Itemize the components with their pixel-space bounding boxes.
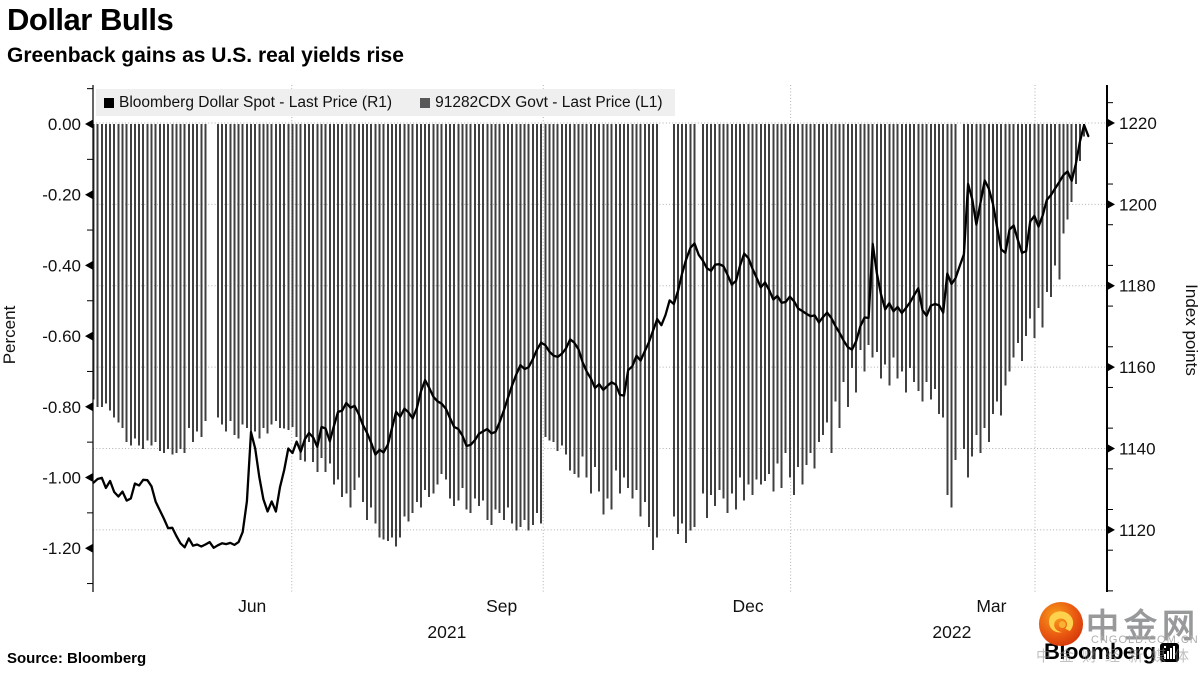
- svg-text:2022: 2022: [932, 622, 971, 642]
- left-axis-title: Percent: [0, 305, 19, 365]
- svg-text:1120: 1120: [1119, 521, 1156, 540]
- svg-text:-0.80: -0.80: [42, 398, 81, 417]
- svg-text:1220: 1220: [1119, 114, 1157, 133]
- svg-text:1180: 1180: [1119, 277, 1156, 296]
- svg-text:-1.20: -1.20: [42, 539, 81, 558]
- svg-text:Sep: Sep: [486, 596, 517, 616]
- svg-text:0.00: 0.00: [48, 115, 81, 134]
- cngold-logo-icon: [1038, 601, 1084, 647]
- legend: Bloomberg Dollar Spot - Last Price (R1) …: [96, 89, 675, 116]
- svg-text:-0.20: -0.20: [42, 186, 81, 205]
- legend-swatch-line-icon: [104, 97, 114, 108]
- svg-text:1200: 1200: [1119, 195, 1157, 214]
- cngold-domain: CNGOLD.COM.CN: [1091, 634, 1199, 646]
- cngold-tagline: 中金财经新媒体: [1036, 648, 1198, 665]
- svg-text:-0.40: -0.40: [42, 256, 81, 275]
- svg-text:Mar: Mar: [976, 596, 1006, 616]
- svg-text:-1.00: -1.00: [42, 469, 81, 488]
- cngold-name: 中金网: [1086, 607, 1200, 644]
- legend-label-govt-yield: 91282CDX Govt - Last Price (L1): [435, 93, 663, 111]
- legend-item-dollar-spot: Bloomberg Dollar Spot - Last Price (R1): [104, 94, 392, 112]
- legend-label-dollar-spot: Bloomberg Dollar Spot - Last Price (R1): [119, 93, 393, 111]
- bloomberg-terminal-icon: [1159, 642, 1179, 662]
- gridlines: [93, 85, 1107, 592]
- svg-text:1160: 1160: [1119, 358, 1156, 377]
- bars-series: [92, 124, 1086, 550]
- svg-text:2021: 2021: [427, 622, 466, 642]
- legend-item-govt-yield: 91282CDX Govt - Last Price (L1): [420, 93, 663, 112]
- page-title: Dollar Bulls: [7, 2, 174, 37]
- svg-text:1140: 1140: [1119, 439, 1156, 458]
- page-subtitle: Greenback gains as U.S. real yields rise: [7, 44, 404, 67]
- line-series: [92, 123, 1090, 549]
- source-note: Source: Bloomberg: [7, 650, 147, 667]
- right-axis-title: Index points: [1182, 284, 1200, 376]
- svg-text:Jun: Jun: [238, 596, 266, 616]
- right-axis: 1220 1200 1180 1160 1140 1120: [1107, 102, 1157, 592]
- left-axis: 0.00 -0.20 -0.40 -0.60 -0.80 -1.00 -1.20: [42, 88, 93, 585]
- svg-text:Dec: Dec: [732, 596, 763, 616]
- svg-text:-0.60: -0.60: [42, 327, 81, 346]
- x-axis-labels: Jun Sep Dec Mar 2021 2022: [238, 596, 1007, 642]
- legend-swatch-bars-icon: [420, 97, 431, 108]
